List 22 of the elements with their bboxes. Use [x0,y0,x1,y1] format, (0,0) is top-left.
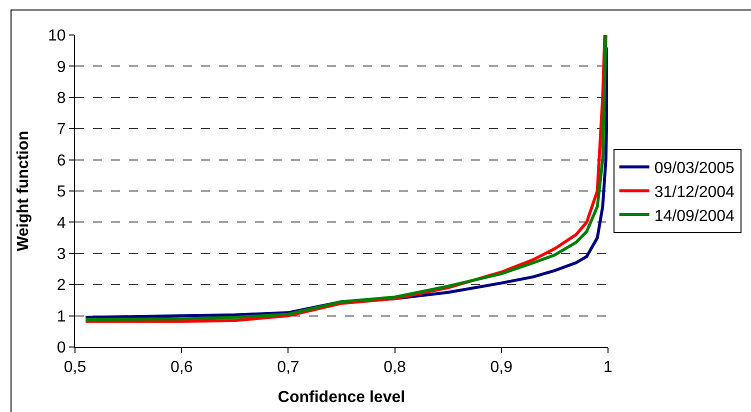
y-tick-label: 3 [56,246,66,263]
y-tick-label: 1 [56,308,66,326]
x-tick-label: 0,7 [277,359,300,376]
y-tick-label: 10 [48,28,66,45]
y-tick-label: 4 [56,214,66,232]
y-axis-title: Weight function [14,130,32,252]
x-axis-title: Confidence level [278,388,406,406]
x-tick-label: 0,5 [64,359,86,376]
y-tick-label: 6 [56,152,66,170]
x-tick-label: 1 [604,359,613,376]
x-tick-label: 0,9 [490,359,513,376]
y-tick-label: 8 [56,90,66,107]
x-tick-label: 0,8 [384,359,406,376]
y-tick-label: 7 [56,121,66,138]
y-tick-label: 0 [56,340,66,357]
y-tick-label: 9 [56,58,66,76]
x-tick-label: 0,6 [170,359,193,376]
legend-label: 09/03/2005 [654,160,735,178]
legend-label: 14/09/2004 [654,208,735,225]
y-tick-label: 2 [56,277,66,294]
legend-label: 31/12/2004 [654,184,735,201]
y-tick-label: 5 [56,184,66,201]
